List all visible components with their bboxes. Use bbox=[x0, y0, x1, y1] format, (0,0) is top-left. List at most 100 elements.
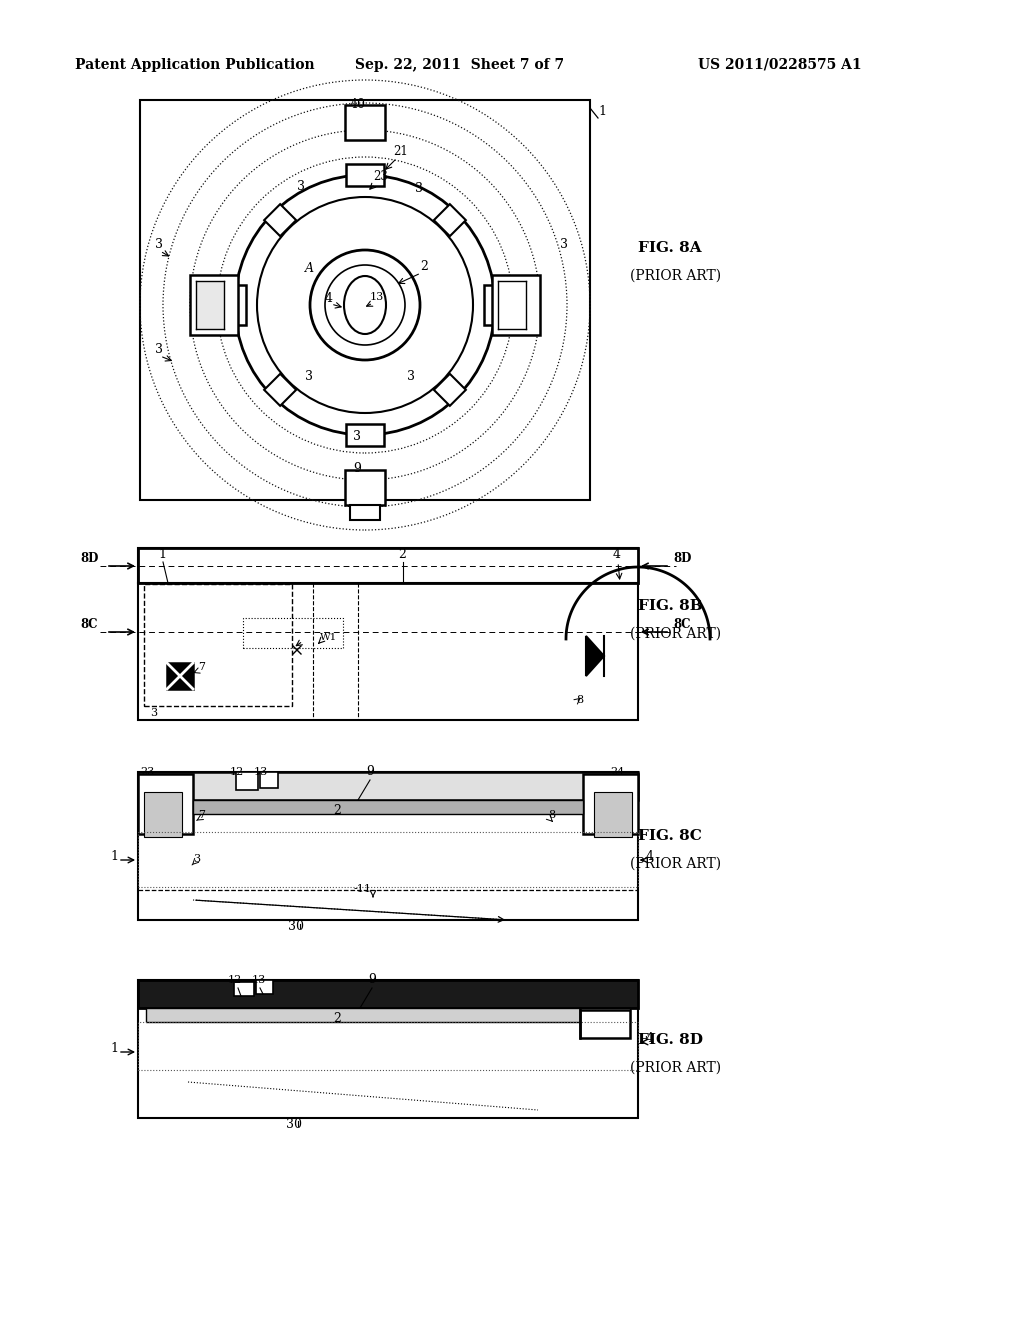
Text: FIG. 8B: FIG. 8B bbox=[638, 599, 702, 612]
Bar bbox=[234, 982, 254, 997]
Bar bbox=[140, 100, 590, 500]
Text: 23: 23 bbox=[373, 170, 388, 183]
Text: 13: 13 bbox=[254, 767, 268, 777]
Bar bbox=[492, 275, 540, 335]
Bar bbox=[236, 772, 258, 789]
Text: 8C: 8C bbox=[673, 618, 690, 631]
Text: 4: 4 bbox=[646, 1032, 654, 1045]
Text: 8: 8 bbox=[548, 810, 555, 820]
Text: 3: 3 bbox=[155, 238, 163, 251]
Text: 1: 1 bbox=[158, 548, 166, 561]
Text: FIG. 8C: FIG. 8C bbox=[638, 829, 701, 843]
Text: 4: 4 bbox=[646, 850, 654, 863]
Text: 1: 1 bbox=[110, 1041, 118, 1055]
Text: 3: 3 bbox=[297, 180, 305, 193]
Text: 9: 9 bbox=[366, 766, 374, 777]
Text: 13: 13 bbox=[370, 292, 384, 302]
Polygon shape bbox=[434, 205, 466, 236]
Text: 3: 3 bbox=[407, 370, 415, 383]
Text: 2: 2 bbox=[333, 804, 341, 817]
Bar bbox=[260, 772, 278, 788]
Text: 3: 3 bbox=[193, 854, 200, 865]
Text: 3: 3 bbox=[415, 182, 423, 195]
Bar bbox=[138, 548, 638, 719]
Bar bbox=[138, 772, 638, 920]
Ellipse shape bbox=[344, 276, 386, 334]
Text: 3: 3 bbox=[155, 343, 163, 356]
Text: 1: 1 bbox=[110, 850, 118, 863]
Text: 23: 23 bbox=[140, 767, 155, 777]
Text: (PRIOR ART): (PRIOR ART) bbox=[630, 857, 721, 871]
Text: (PRIOR ART): (PRIOR ART) bbox=[630, 627, 721, 642]
Text: 3: 3 bbox=[560, 238, 568, 251]
Text: 4: 4 bbox=[325, 292, 333, 305]
Text: US 2011/0228575 A1: US 2011/0228575 A1 bbox=[698, 58, 861, 73]
Text: A: A bbox=[305, 261, 314, 275]
Bar bbox=[138, 774, 193, 834]
Text: 7: 7 bbox=[198, 810, 205, 820]
Text: 2: 2 bbox=[420, 260, 428, 273]
Text: 7: 7 bbox=[198, 663, 205, 672]
Polygon shape bbox=[264, 374, 296, 405]
Bar bbox=[167, 663, 193, 689]
Text: 13: 13 bbox=[252, 975, 266, 985]
Bar bbox=[580, 1010, 630, 1038]
Text: W1: W1 bbox=[319, 634, 337, 642]
Text: Sep. 22, 2011  Sheet 7 of 7: Sep. 22, 2011 Sheet 7 of 7 bbox=[355, 58, 564, 73]
Bar bbox=[138, 548, 638, 583]
Bar bbox=[146, 1008, 630, 1022]
Bar bbox=[484, 285, 506, 325]
Text: 40: 40 bbox=[350, 98, 366, 111]
Bar bbox=[138, 979, 638, 1118]
Polygon shape bbox=[586, 636, 604, 676]
Bar bbox=[193, 800, 583, 814]
Text: 30: 30 bbox=[286, 1118, 302, 1131]
Bar bbox=[138, 979, 638, 1008]
Polygon shape bbox=[434, 374, 466, 405]
Text: 2: 2 bbox=[398, 548, 406, 561]
Text: 21: 21 bbox=[393, 145, 408, 158]
Circle shape bbox=[257, 197, 473, 413]
Bar bbox=[190, 275, 238, 335]
Text: 8: 8 bbox=[575, 696, 583, 705]
Bar bbox=[350, 506, 380, 520]
Text: Patent Application Publication: Patent Application Publication bbox=[75, 58, 314, 73]
Circle shape bbox=[310, 249, 420, 360]
Text: 2: 2 bbox=[333, 1012, 341, 1026]
Text: 3: 3 bbox=[150, 708, 157, 718]
Bar bbox=[345, 106, 385, 140]
Bar bbox=[138, 832, 638, 887]
Text: 4: 4 bbox=[613, 548, 621, 561]
Bar bbox=[138, 772, 638, 800]
Bar bbox=[583, 774, 638, 834]
Text: (PRIOR ART): (PRIOR ART) bbox=[630, 1061, 721, 1074]
Text: 9: 9 bbox=[368, 973, 376, 986]
Bar bbox=[346, 424, 384, 446]
Bar bbox=[144, 792, 182, 837]
Text: 3: 3 bbox=[353, 430, 361, 444]
Text: 24: 24 bbox=[610, 767, 625, 777]
Bar bbox=[138, 1022, 638, 1071]
Text: 8D: 8D bbox=[673, 552, 691, 565]
Text: 9: 9 bbox=[353, 462, 360, 475]
Polygon shape bbox=[264, 205, 296, 236]
Bar bbox=[224, 285, 246, 325]
Text: 8C: 8C bbox=[80, 618, 97, 631]
Circle shape bbox=[234, 176, 495, 436]
Bar bbox=[243, 618, 343, 648]
Text: FIG. 8D: FIG. 8D bbox=[638, 1034, 703, 1047]
Text: 30: 30 bbox=[288, 920, 304, 933]
Bar bbox=[144, 583, 292, 706]
Bar bbox=[345, 470, 385, 506]
Bar bbox=[594, 792, 632, 837]
Bar bbox=[256, 979, 273, 994]
Text: -11: -11 bbox=[354, 884, 372, 894]
Text: 1: 1 bbox=[598, 106, 606, 117]
Text: FIG. 8A: FIG. 8A bbox=[638, 242, 701, 255]
Text: 3: 3 bbox=[305, 370, 313, 383]
Text: 12: 12 bbox=[230, 767, 245, 777]
Text: 8D: 8D bbox=[80, 552, 98, 565]
Bar bbox=[196, 281, 224, 329]
Text: 12: 12 bbox=[228, 975, 243, 985]
Text: (PRIOR ART): (PRIOR ART) bbox=[630, 269, 721, 282]
